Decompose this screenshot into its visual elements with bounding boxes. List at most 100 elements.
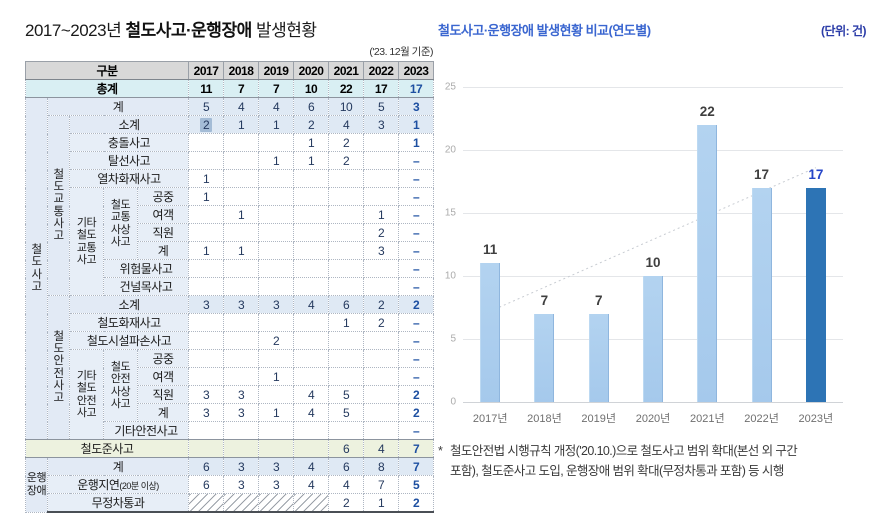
table-cell [188, 313, 225, 332]
row-label: 건널목사고 [102, 277, 190, 296]
bar-2021년 [697, 124, 718, 402]
table-cell: 2 [363, 295, 400, 314]
table-cell: – [398, 169, 435, 188]
table-row: 철도화재사고 1 2– [26, 313, 435, 332]
y-axis-tick: 0 [450, 396, 456, 408]
row-label: 여객 [136, 367, 190, 386]
bar-chart: 0 5 10 15 20 25 11 2017년 7 2018년 7 2019년 10 2020년 22 20… [438, 79, 866, 439]
table-cell [293, 439, 330, 458]
bar-2017년 [480, 263, 501, 402]
gridline [463, 87, 843, 88]
table-cell [188, 421, 225, 440]
row-label: 기타 철도 교통 사고 [69, 187, 104, 296]
table-cell: 6 [188, 457, 225, 476]
row-label: 무정차통과 [46, 493, 190, 513]
table-row: 계 1 1 3– [26, 241, 435, 260]
table-cell: 7 [398, 457, 435, 476]
table-cell: 3 [223, 385, 260, 404]
bar-2019년 [588, 313, 609, 402]
title-years: 2017~2023년 [25, 21, 126, 40]
table-cell [258, 277, 295, 296]
table-cell [223, 223, 260, 242]
chart-header: 철도사고·운행장애 발생현황 비교(연도별) (단위: 건) [438, 20, 866, 39]
gridline [463, 402, 843, 403]
table-cell: 4 [293, 457, 330, 476]
row-label: 철 도 교 통 사 고 [47, 115, 70, 296]
table-cell [223, 367, 260, 386]
table-row: 철 도 안 전 사 고 소계 3 3 3 4 6 2 2 [26, 295, 435, 440]
table-cell [328, 277, 365, 296]
table-row: 운행지연(20분 이상) 6 3 3 4 4 7 5 [26, 475, 435, 494]
chart-title: 철도사고·운행장애 발생현황 비교(연도별) [438, 23, 651, 38]
row-label: 철도 교통 사상 사고 [103, 187, 138, 260]
table-cell [188, 493, 225, 513]
table-cell: 3 [223, 295, 260, 314]
x-axis-label: 2022년 [744, 413, 779, 425]
table-cell: 4 [258, 97, 295, 116]
table-cell: 4 [293, 385, 330, 404]
table-cell: 3 [258, 295, 295, 314]
table-cell: – [398, 205, 435, 224]
y-axis-tick: 20 [444, 144, 456, 156]
table-cell: 5 [328, 385, 365, 404]
row-label: 위험물사고 [102, 259, 190, 278]
table-cell [363, 169, 400, 188]
table-cell: 2 [328, 133, 365, 152]
table-cell: – [398, 187, 435, 206]
table-cell [223, 151, 260, 170]
table-cell: 7 [258, 79, 295, 98]
column-header-year: 2023 [398, 61, 435, 80]
table-cell: 6 [188, 475, 225, 494]
table-row: 열차화재사고 1 – [26, 169, 435, 188]
table-row: 철 도 교 통 사 고 소계 2 1 1 2 4 3 1 [26, 115, 435, 296]
table-cell [293, 493, 330, 513]
table-cell [188, 349, 225, 368]
bar-value-label: 17 [808, 166, 824, 182]
page-title: 2017~2023년 철도사고·운행장애 발생현황 [25, 16, 433, 41]
table-cell: 3 [363, 115, 400, 134]
table-cell [223, 421, 260, 440]
table-cell: 1 [293, 151, 330, 170]
table-cell [223, 169, 260, 188]
bar-2023년 [805, 187, 826, 402]
table-row: 철도시설파손사고 2 – [26, 331, 435, 350]
table-header-row: 구분 2017 2018 2019 2020 2021 2022 2023 [24, 61, 435, 80]
table-cell [328, 349, 365, 368]
table-cell [328, 241, 365, 260]
row-label: 계 [136, 403, 190, 422]
column-header-year: 2017 [188, 61, 225, 80]
table-cell: 5 [328, 403, 365, 422]
table-cell [223, 259, 260, 278]
table-cell [363, 421, 400, 440]
footnote: * 철도안전법 시행규칙 개정('20.10.)으로 철도사고 범위 확대(본선… [438, 441, 866, 481]
table-cell: 1 [328, 313, 365, 332]
table-cell: 1 [363, 205, 400, 224]
table-cell [258, 385, 295, 404]
table-cell [363, 277, 400, 296]
row-label: 철도화재사고 [68, 313, 190, 332]
title-keyword: 철도사고·운행장애 [125, 21, 252, 40]
table-cell: 6 [328, 295, 365, 314]
table-cell [258, 187, 295, 206]
row-label: 계 [136, 241, 190, 260]
table-cell: 5 [188, 97, 225, 116]
table-cell: 17 [398, 79, 435, 98]
table-cell: – [398, 241, 435, 260]
table-cell [328, 331, 365, 350]
yearly-comparison-section: 철도사고·운행장애 발생현황 비교(연도별) (단위: 건) 0 5 10 15 20 2… [438, 20, 866, 481]
table-cell: 4 [328, 475, 365, 494]
bar-2020년 [643, 276, 663, 402]
table-cell: 3 [258, 475, 295, 494]
table-cell [363, 385, 400, 404]
table-cell: 10 [328, 97, 365, 116]
table-cell [328, 259, 365, 278]
table-row: 철도준사고 6 4 7 [24, 439, 435, 458]
table-cell: 17 [363, 79, 400, 98]
table-cell [188, 223, 225, 242]
row-label: 공중 [136, 349, 190, 368]
table-cell: – [398, 331, 435, 350]
table-cell: 2 [398, 295, 435, 314]
row-label: 계 [46, 457, 190, 476]
table-cell: 7 [223, 79, 260, 98]
